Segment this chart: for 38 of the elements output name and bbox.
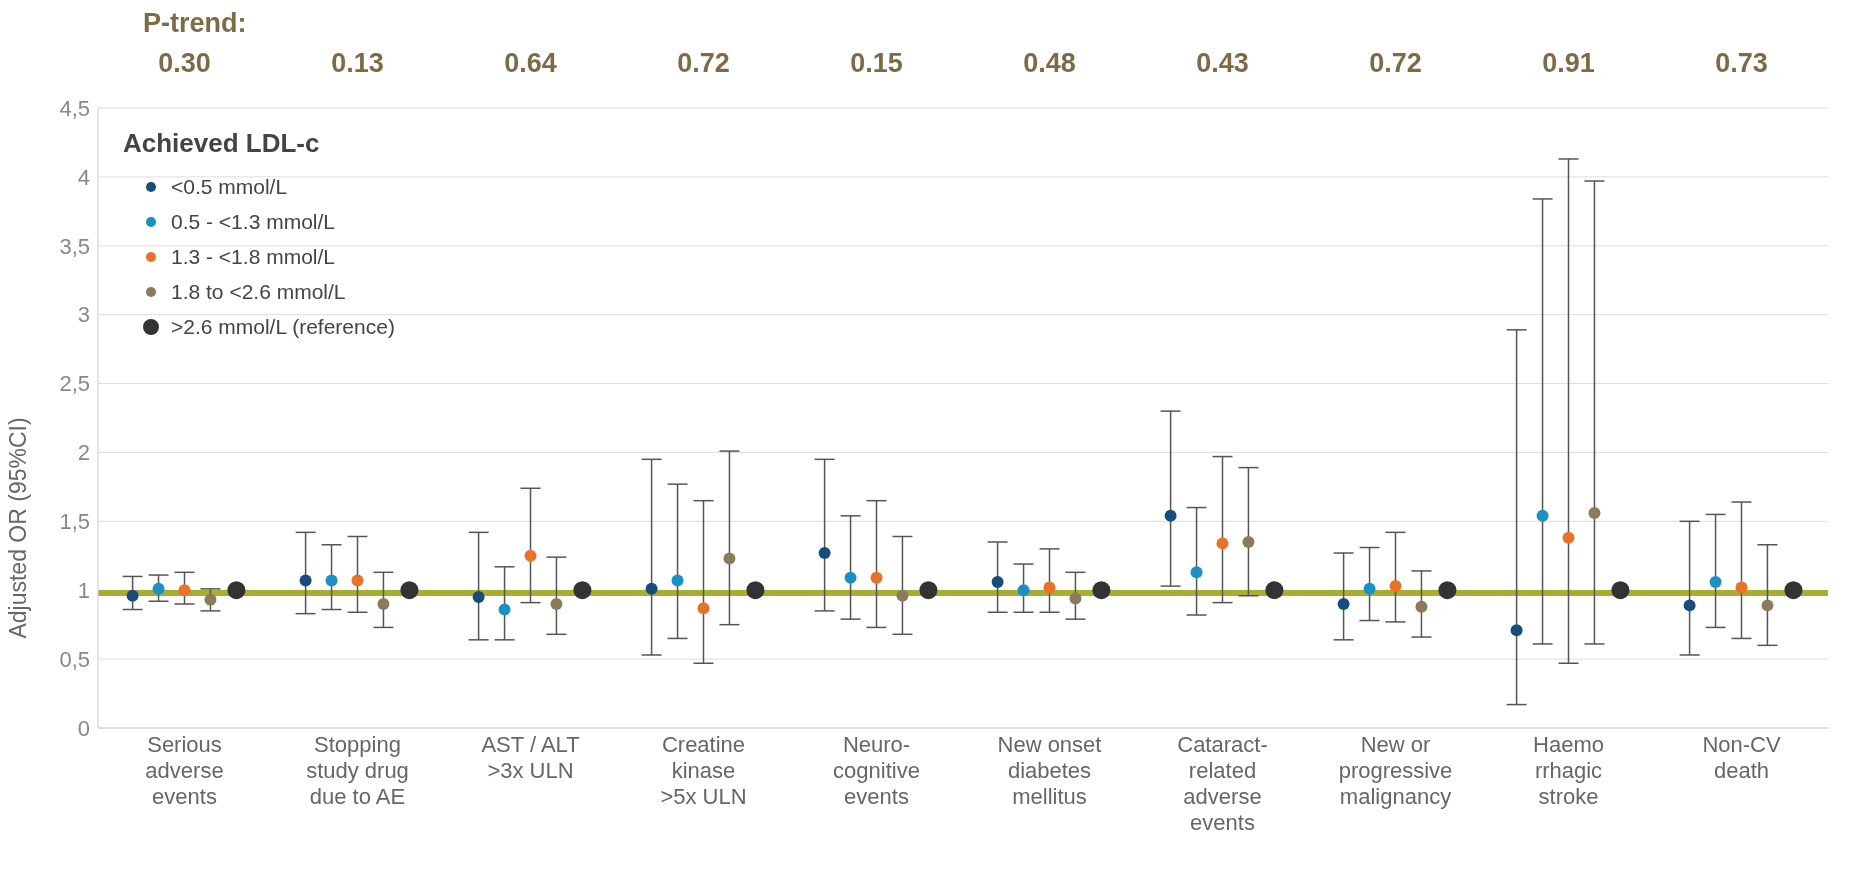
x-tick-label: New onset diabetes mellitus	[997, 732, 1102, 809]
y-tick-label: 3,5	[59, 233, 90, 259]
y-tick-label: 0,5	[59, 646, 90, 672]
x-tick-label: Creatine kinase >5x ULN	[660, 732, 747, 809]
y-tick-label: 0	[77, 715, 90, 741]
text: 0.72	[1368, 48, 1423, 79]
y-tick-label: 3	[77, 302, 90, 328]
text: 0.15	[849, 48, 904, 79]
y-axis-title: Adjusted OR (95%CI)	[5, 417, 32, 639]
legend-label: <0.5 mmol/L	[171, 174, 288, 199]
y-tick-label: 1	[77, 578, 90, 604]
x-tick-label: Non-CV death	[1702, 732, 1781, 783]
x-tick-label: AST / ALT >3x ULN	[481, 732, 580, 783]
y-tick-label: 2,5	[59, 371, 90, 397]
text: 0.30	[157, 48, 212, 79]
legend-label: 1.8 to <2.6 mmol/L	[171, 279, 346, 304]
legend-label: >2.6 mmol/L (reference)	[171, 314, 395, 339]
y-tick-label: 1,5	[59, 509, 90, 535]
y-tick-label: 4	[77, 164, 90, 190]
text: 0.43	[1195, 48, 1250, 79]
legend-label: 1.3 - <1.8 mmol/L	[171, 244, 335, 269]
text: 0.13	[330, 48, 385, 79]
y-tick-label: 4,5	[59, 95, 90, 121]
text: 0.91	[1541, 48, 1596, 79]
x-tick-label: Neuro- cognitive events	[833, 732, 920, 809]
x-tick-label: Serious adverse events	[145, 732, 224, 809]
x-tick-label: New or progressive malignancy	[1338, 732, 1453, 809]
legend-title: Achieved LDL-c	[123, 128, 321, 159]
x-tick-label: Cataract- related adverse events	[1177, 732, 1268, 835]
x-tick-label: Haemo rrhagic stroke	[1533, 732, 1604, 809]
text: 0.64	[503, 48, 558, 79]
text: P-trend:	[143, 8, 247, 39]
text: 0.72	[676, 48, 731, 79]
legend-label: 0.5 - <1.3 mmol/L	[171, 209, 335, 234]
text: 0.73	[1714, 48, 1769, 79]
x-tick-label: Stopping study drug due to AE	[306, 732, 409, 809]
y-tick-label: 2	[77, 440, 90, 466]
text: 0.48	[1022, 48, 1077, 79]
